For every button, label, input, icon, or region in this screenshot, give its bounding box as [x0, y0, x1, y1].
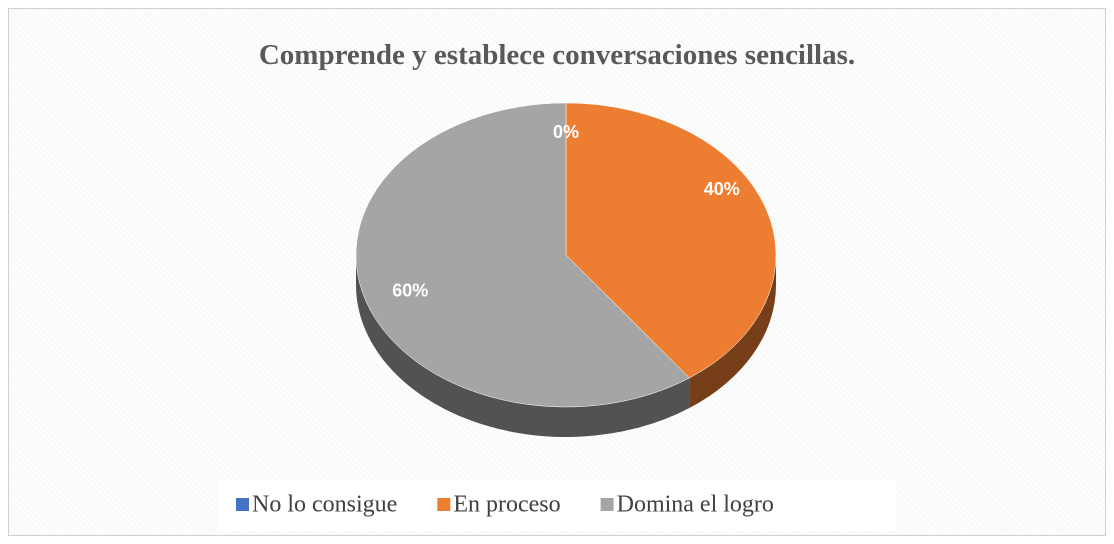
chart-title: Comprende y establece conversaciones sen…: [259, 39, 855, 71]
slice-side: [689, 255, 776, 408]
data-label: 0%: [553, 122, 579, 142]
slice: [565, 102, 777, 379]
legend-label: Domina el logro: [617, 492, 774, 518]
legend-label: No lo consigue: [252, 492, 397, 518]
slice: [355, 102, 690, 408]
data-label: 40%: [704, 179, 740, 199]
legend-swatch: [600, 498, 614, 511]
legend-swatch: [236, 498, 249, 511]
legend-box: [218, 481, 896, 531]
slice-side: [356, 255, 690, 437]
legend-label: En proceso: [453, 492, 560, 518]
data-label: 60%: [392, 280, 428, 300]
legend-swatch: [437, 498, 451, 511]
